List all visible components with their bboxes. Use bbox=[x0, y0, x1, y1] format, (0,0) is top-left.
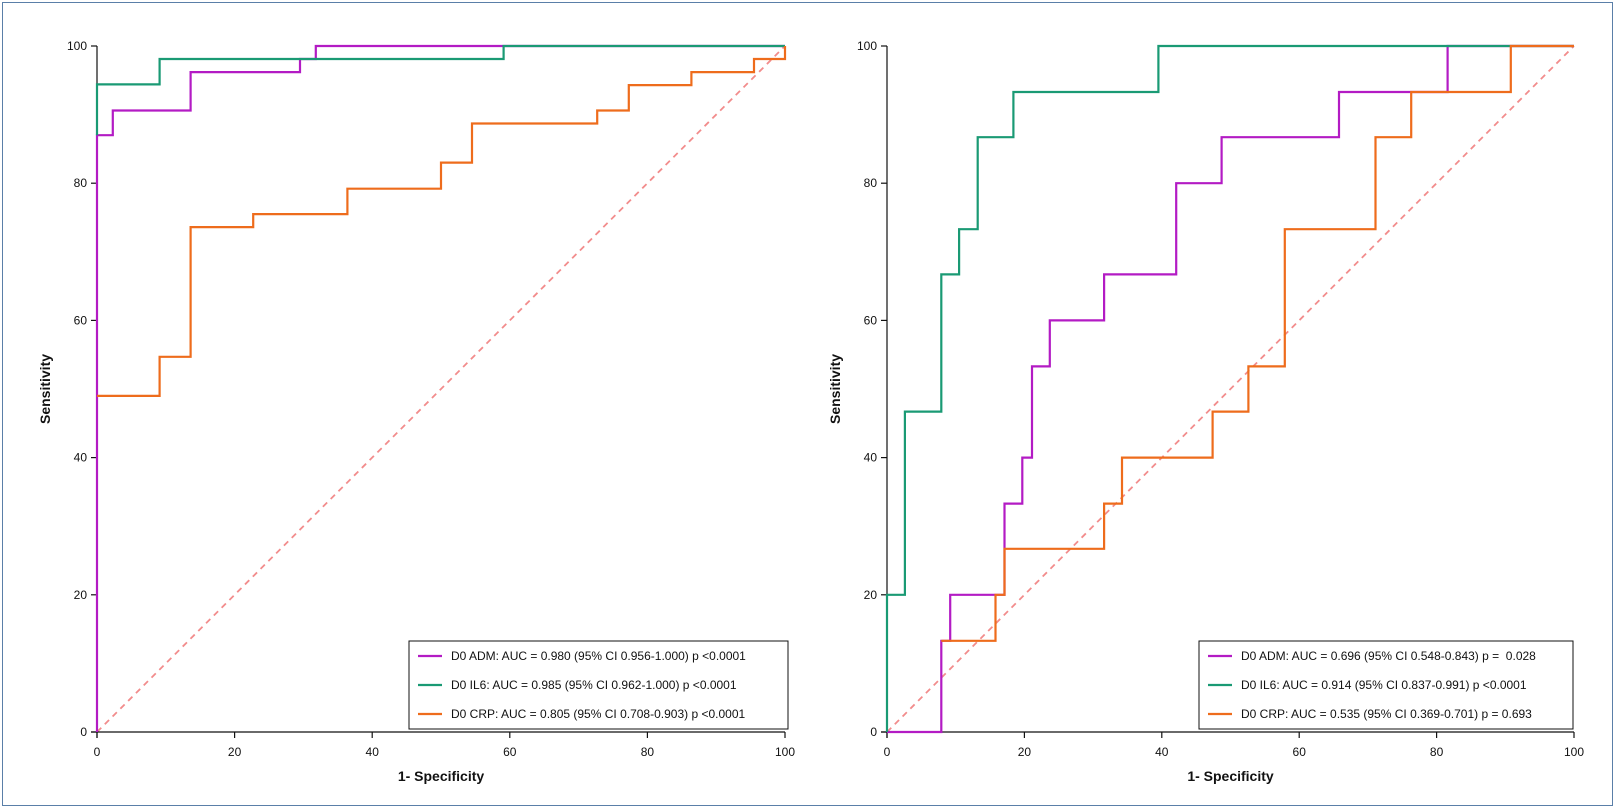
legend-entry: D0 IL6: AUC = 0.985 (95% CI 0.962-1.000)… bbox=[451, 678, 737, 692]
y-tick-label: 20 bbox=[74, 588, 88, 602]
roc-series-line-d0-adm bbox=[95, 44, 785, 732]
legend-entry: D0 ADM: AUC = 0.980 (95% CI 0.956-1.000)… bbox=[451, 649, 746, 663]
legend: D0 ADM: AUC = 0.696 (95% CI 0.548-0.843)… bbox=[1198, 640, 1574, 730]
roc-series-line-d0-il6 bbox=[95, 44, 785, 136]
y-tick-label: 40 bbox=[74, 451, 88, 465]
y-tick-label: 0 bbox=[870, 725, 877, 739]
y-axis-label: Sensitivity bbox=[827, 354, 843, 424]
x-tick-label: 80 bbox=[641, 745, 655, 759]
y-tick-label: 40 bbox=[864, 451, 878, 465]
roc-series-line-d0-adm bbox=[887, 44, 1574, 734]
x-tick-label: 20 bbox=[228, 745, 242, 759]
y-tick-label: 80 bbox=[864, 176, 878, 190]
legend-entry: D0 CRP: AUC = 0.535 (95% CI 0.369-0.701)… bbox=[1241, 707, 1532, 721]
roc-series-line-d0-crp bbox=[941, 44, 1574, 642]
y-axis-label: Sensitivity bbox=[37, 354, 53, 424]
y-tick-label: 100 bbox=[67, 39, 87, 53]
y-tick-label: 80 bbox=[74, 176, 88, 190]
x-tick-label: 60 bbox=[503, 745, 517, 759]
y-tick-label: 60 bbox=[74, 313, 88, 327]
legend: D0 ADM: AUC = 0.980 (95% CI 0.956-1.000)… bbox=[408, 640, 789, 730]
reference-diagonal-line bbox=[96, 45, 786, 733]
x-tick-label: 80 bbox=[1430, 745, 1444, 759]
x-tick-label: 40 bbox=[366, 745, 380, 759]
x-tick-label: 100 bbox=[775, 745, 795, 759]
y-tick-label: 100 bbox=[857, 39, 877, 53]
x-tick-label: 40 bbox=[1155, 745, 1169, 759]
legend-box bbox=[408, 640, 789, 730]
x-tick-label: 100 bbox=[1564, 745, 1584, 759]
y-tick-label: 20 bbox=[864, 588, 878, 602]
x-tick-label: 60 bbox=[1293, 745, 1307, 759]
y-tick-label: 0 bbox=[80, 725, 87, 739]
legend-box bbox=[1198, 640, 1574, 730]
legend-entry: D0 CRP: AUC = 0.805 (95% CI 0.708-0.903)… bbox=[451, 707, 746, 721]
y-tick-label: 60 bbox=[864, 313, 878, 327]
x-axis-label: 1- Specificity bbox=[1187, 768, 1274, 784]
x-tick-label: 20 bbox=[1018, 745, 1032, 759]
x-axis-label: 1- Specificity bbox=[398, 768, 485, 784]
roc-series-line-d0-crp bbox=[97, 46, 787, 397]
x-tick-label: 0 bbox=[884, 745, 891, 759]
roc-panel-right: 0 20 40 60 80 100 0 20 40 60 80 100 1- Specificity Se… bbox=[827, 39, 1584, 784]
legend-entry: D0 IL6: AUC = 0.914 (95% CI 0.837-0.991)… bbox=[1241, 678, 1527, 692]
roc-series-line-d0-il6 bbox=[885, 44, 1574, 732]
roc-panel-left: 0 20 40 60 80 100 0 20 40 60 80 100 1- Specificity Se… bbox=[37, 39, 795, 784]
legend-entry: D0 ADM: AUC = 0.696 (95% CI 0.548-0.843)… bbox=[1241, 649, 1536, 663]
x-tick-label: 0 bbox=[94, 745, 101, 759]
reference-diagonal-line bbox=[886, 45, 1575, 733]
